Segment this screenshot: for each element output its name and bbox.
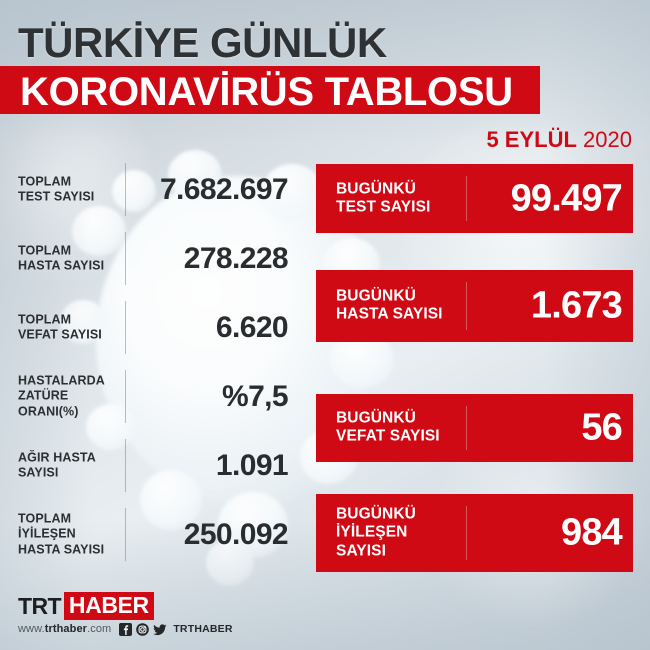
title-red-band [0, 66, 540, 114]
card-value: 99.497 [510, 177, 623, 219]
card-label: BUGÜNKÜ HASTA SAYISI [336, 288, 462, 325]
row-divider [125, 232, 126, 285]
row-divider [125, 163, 126, 216]
stat-label: HASTALARDA ZATÜRE ORANI(%) [18, 373, 122, 420]
stat-value: 7.682.697 [159, 172, 289, 206]
card-label: BUGÜNKÜ İYİLEŞEN SAYISI [336, 506, 462, 561]
card-label: BUGÜNKÜ TEST SAYISI [336, 180, 462, 217]
report-date-year: 2020 [583, 127, 632, 152]
social-links [119, 623, 167, 636]
card-value: 1.673 [530, 284, 623, 327]
daily-stat-card: BUGÜNKÜ İYİLEŞEN SAYISI 984 [316, 494, 633, 572]
twitter-icon[interactable] [153, 623, 167, 636]
website-prefix: www. [18, 623, 45, 635]
footer-contact-row: www.trthaber.com [18, 623, 233, 636]
stat-label-line: TOPLAM [18, 311, 72, 326]
stat-label-line: HASTA SAYISI [18, 258, 105, 273]
stat-label-line: TOPLAM [18, 511, 72, 526]
stat-label-line: ORANI(%) [18, 404, 79, 419]
card-label-line: VEFAT SAYISI [336, 428, 440, 445]
stat-label-line: ZATÜRE [18, 388, 69, 403]
logo-haber-text: HABER [63, 592, 154, 620]
stat-label: TOPLAM İYİLEŞEN HASTA SAYISI [18, 511, 122, 558]
card-label-line: İYİLEŞEN [336, 523, 408, 541]
card-label: BUGÜNKÜ VEFAT SAYISI [336, 410, 462, 447]
card-label-line: BUGÜNKÜ [336, 287, 416, 305]
stat-value: 250.092 [183, 517, 289, 551]
card-divider [466, 406, 467, 450]
stat-value: 278.228 [183, 241, 289, 275]
card-divider [466, 506, 467, 560]
card-divider [466, 176, 467, 221]
social-handle: TRTHABER [173, 623, 233, 636]
stat-value: 6.620 [215, 310, 289, 344]
stat-row: TOPLAM HASTA SAYISI 278.228 [0, 224, 300, 293]
report-date: 5 EYLÜL 2020 [486, 129, 632, 151]
card-label-line: HASTA SAYISI [336, 306, 443, 323]
trt-haber-logo[interactable]: TRT HABER [18, 592, 233, 620]
stat-label-line: HASTA SAYISI [18, 542, 105, 557]
row-divider [125, 439, 126, 492]
stat-label-line: HASTALARDA [18, 373, 105, 388]
stat-label-line: AĞIR HASTA [18, 449, 96, 464]
stat-label: AĞIR HASTA SAYISI [18, 450, 122, 481]
stat-label-line: İYİLEŞEN [18, 526, 76, 541]
facebook-icon[interactable] [119, 623, 133, 636]
stat-row: TOPLAM VEFAT SAYISI 6.620 [0, 293, 300, 362]
website-suffix: .com [87, 623, 112, 635]
row-divider [125, 301, 126, 354]
card-value: 984 [560, 511, 623, 554]
card-value: 56 [581, 406, 622, 449]
stat-row: TOPLAM TEST SAYISI 7.682.697 [0, 155, 300, 224]
row-divider [125, 508, 126, 561]
cumulative-totals-list: TOPLAM TEST SAYISI 7.682.697 TOPLAM HAST… [0, 155, 300, 569]
stat-row: AĞIR HASTA SAYISI 1.091 [0, 431, 300, 500]
card-label-line: TEST SAYISI [336, 198, 431, 216]
stat-row: HASTALARDA ZATÜRE ORANI(%) %7,5 [0, 362, 300, 431]
footer: TRT HABER www.trthaber.com [18, 592, 233, 636]
logo-trt-text: TRT [18, 592, 62, 619]
stat-label-line: TOPLAM [18, 173, 72, 188]
stat-row: TOPLAM İYİLEŞEN HASTA SAYISI 250.092 [0, 500, 300, 569]
row-divider [125, 370, 126, 423]
stat-label-line: TOPLAM [18, 242, 72, 257]
daily-stat-card: BUGÜNKÜ VEFAT SAYISI 56 [316, 394, 633, 462]
stat-label: TOPLAM TEST SAYISI [18, 174, 122, 205]
daily-stat-card: BUGÜNKÜ HASTA SAYISI 1.673 [316, 270, 633, 342]
website-main: trthaber [44, 623, 88, 635]
website-url[interactable]: www.trthaber.com [18, 624, 111, 635]
stat-label-line: SAYISI [18, 465, 59, 480]
card-label-line: BUGÜNKÜ [336, 180, 416, 198]
report-date-day-month: 5 EYLÜL [486, 127, 577, 152]
stat-label-line: TEST SAYISI [18, 189, 95, 204]
page-title-line-1: TÜRKİYE GÜNLÜK [18, 19, 387, 66]
page-title-line-2: KORONAVİRÜS TABLOSU [20, 70, 513, 114]
instagram-icon[interactable] [136, 623, 150, 636]
card-label-line: SAYISI [336, 542, 386, 560]
stat-label: TOPLAM HASTA SAYISI [18, 243, 122, 274]
stat-label-line: VEFAT SAYISI [18, 327, 102, 342]
card-divider [466, 282, 467, 330]
card-label-line: BUGÜNKÜ [336, 505, 416, 523]
daily-stat-card: BUGÜNKÜ TEST SAYISI 99.497 [316, 164, 633, 233]
stat-value: 1.091 [215, 448, 289, 482]
card-label-line: BUGÜNKÜ [336, 409, 416, 427]
stat-label: TOPLAM VEFAT SAYISI [18, 312, 122, 343]
stat-value: %7,5 [222, 379, 289, 413]
